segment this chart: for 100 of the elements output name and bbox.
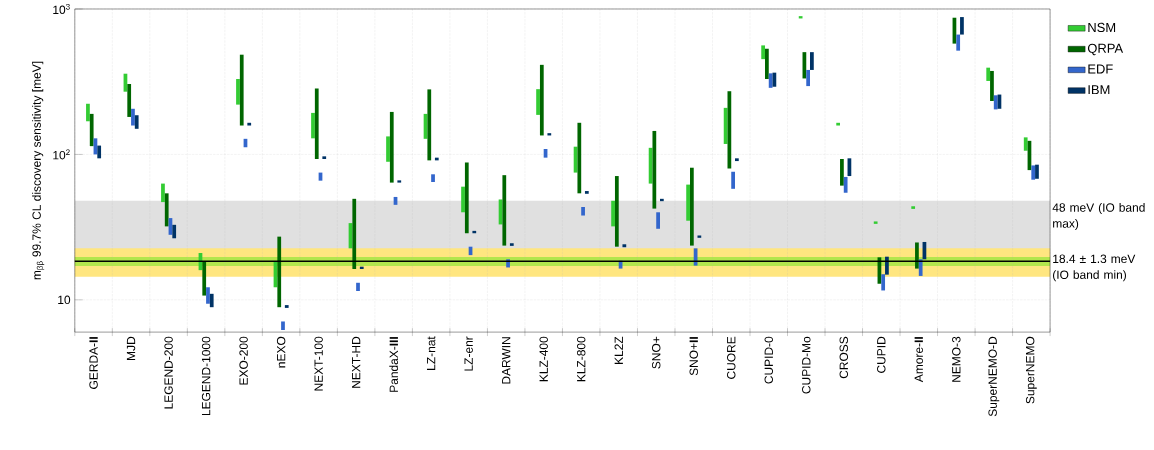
bar [1035, 164, 1039, 179]
y-tick-label: 10$^{3}$ [53, 4, 70, 15]
x-tick-label: SNO+ [651, 336, 661, 369]
bar [239, 54, 244, 126]
bar [806, 70, 811, 87]
bar [584, 191, 589, 194]
y-axis-title: m$_{ββ}$ 99.7% CL discovery sensitivity [meV] [32, 61, 45, 280]
x-tick-label: CUPID-Mo [802, 336, 811, 394]
bar [622, 244, 627, 248]
x-tick-label: Amore-II [914, 337, 923, 383]
bar [843, 177, 848, 193]
x-tick-label: NEMO-3 [952, 336, 961, 382]
bar [322, 156, 327, 160]
bar [97, 145, 102, 159]
bar [727, 91, 732, 169]
x-tick-label: LZ-enr [464, 336, 473, 371]
legend-label: IBM [1088, 85, 1110, 95]
bar [734, 158, 739, 162]
bar [731, 171, 735, 189]
ref-line-label: 18.4 ± 1.3 meV (IO band min) [1053, 254, 1136, 282]
x-tick-label: CROSS [839, 336, 849, 379]
bar [352, 198, 357, 270]
bar [1023, 137, 1028, 151]
x-tick-label: KLZ-800 [576, 336, 586, 382]
bar [956, 34, 961, 51]
bar [915, 242, 919, 269]
bar [652, 131, 657, 209]
x-tick-label: SuperNEMO-D [988, 336, 1000, 417]
bar [206, 287, 210, 304]
bar [918, 259, 923, 277]
bar [172, 224, 177, 239]
bar [686, 184, 690, 221]
bar [247, 122, 252, 126]
bar [236, 79, 240, 105]
bar [427, 89, 432, 161]
bar [881, 274, 886, 291]
x-tick-label: SuperNEMO [1025, 336, 1037, 404]
bar [840, 159, 844, 186]
y-tick-label: 10 [58, 295, 71, 305]
x-tick-label: nEXO [276, 336, 286, 368]
x-tick-label: MJD [126, 336, 136, 360]
bar [389, 112, 394, 183]
bar [431, 174, 435, 183]
x-tick-label: DARWIN [502, 337, 511, 384]
bar [689, 167, 694, 246]
legend-label: QRPA [1087, 43, 1124, 56]
bar [986, 67, 991, 82]
bar [284, 305, 289, 309]
bar [761, 45, 765, 60]
bar [577, 122, 582, 194]
x-tick-label: CUPID [877, 336, 886, 374]
x-tick-label: LZ-nat [426, 336, 436, 370]
bar [356, 282, 360, 292]
x-tick-label: EXO-200 [239, 336, 248, 385]
bar [164, 193, 169, 227]
bar [386, 136, 390, 162]
bar [993, 95, 998, 110]
x-tick-label: PandaX-III [389, 337, 399, 392]
x-tick-label: GERDA-II [89, 337, 98, 389]
bar [611, 200, 615, 227]
x-tick-label: LEGEND-1000 [201, 336, 211, 416]
bar [509, 243, 514, 246]
bar [127, 84, 132, 118]
x-tick-label: CUPID-0 [764, 336, 773, 384]
bar [281, 321, 285, 331]
bar [161, 183, 165, 203]
bar [209, 293, 214, 308]
x-tick-label: SNO+II [689, 337, 698, 376]
bar [89, 113, 94, 147]
bar [502, 175, 507, 246]
bar [990, 71, 994, 102]
bar [697, 235, 702, 238]
bar [1031, 165, 1036, 180]
bar [765, 48, 769, 80]
bar [314, 88, 319, 160]
legend-label: EDF [1088, 64, 1113, 74]
legend-label: NSM [1088, 22, 1116, 33]
bar [134, 115, 139, 129]
bar [836, 122, 841, 126]
x-tick-label: KLZ-400 [539, 336, 548, 382]
bar [397, 180, 402, 183]
bar [768, 73, 773, 88]
bar [614, 176, 619, 247]
bar [810, 52, 814, 71]
x-tick-label: KL2Z [614, 336, 623, 365]
y-tick-label: 10$^{2}$ [53, 149, 70, 160]
bar [202, 261, 207, 296]
bar [461, 186, 465, 213]
bar [86, 103, 90, 122]
x-tick-label: NEXT-100 [314, 336, 323, 391]
bar [656, 212, 660, 229]
x-tick-label: NEXT-HD [352, 336, 361, 388]
x-tick-label: CUORE [727, 336, 736, 379]
bar [539, 64, 544, 136]
bar [873, 221, 878, 224]
band-label: 48 meV (IO band max) [1052, 203, 1145, 231]
bar [131, 108, 135, 126]
x-tick-label: LEGEND-200 [164, 336, 173, 409]
bar [911, 206, 916, 210]
bar [311, 113, 315, 139]
